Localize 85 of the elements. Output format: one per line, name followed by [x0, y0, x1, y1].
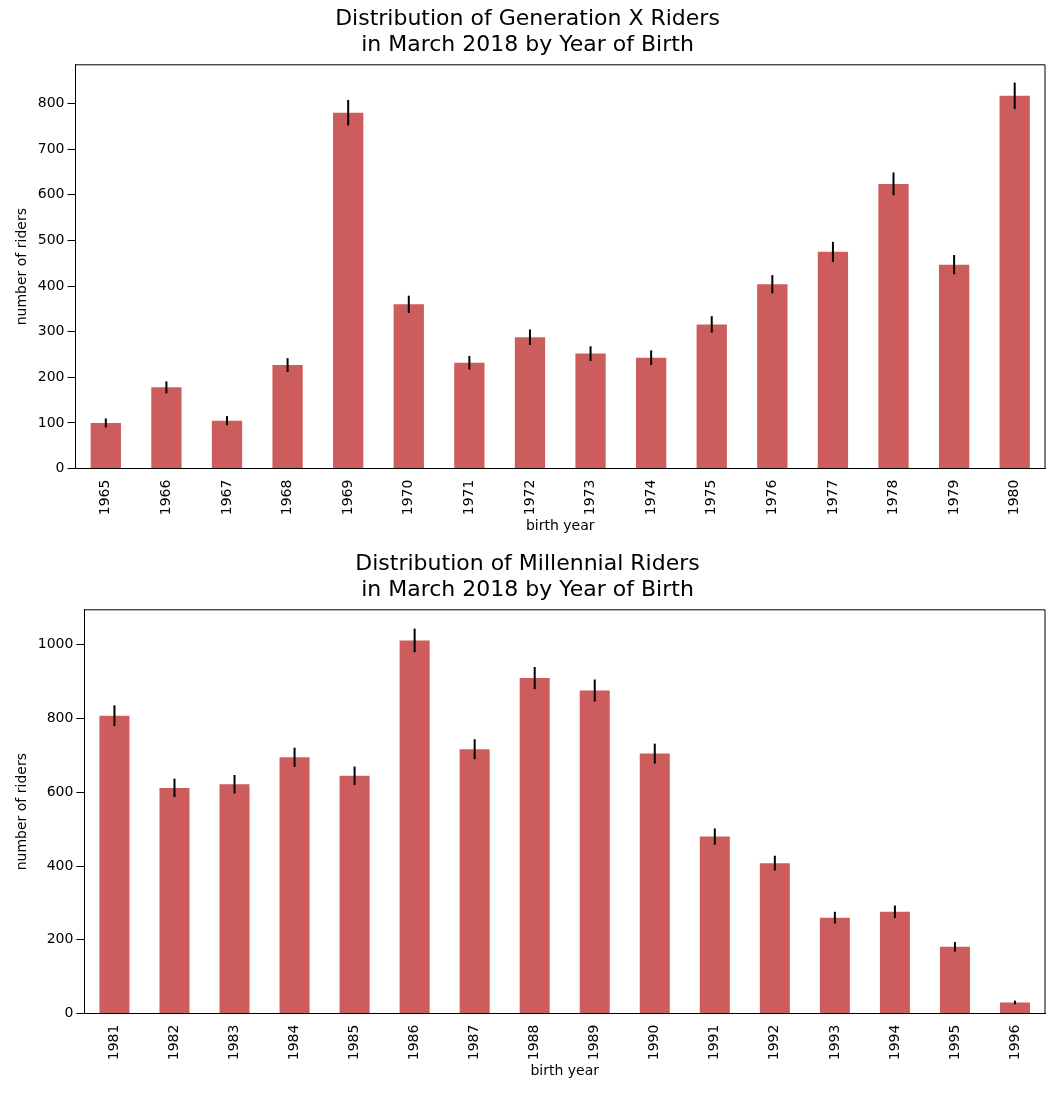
x-tick-label: 1982: [165, 1024, 182, 1061]
y-tick-label: 200: [37, 367, 65, 384]
bar: [272, 365, 303, 469]
x-tick-label: 1984: [285, 1024, 302, 1061]
bar: [699, 836, 730, 1014]
bar: [519, 678, 550, 1014]
y-tick-label: 800: [37, 94, 65, 111]
y-tick-label: 800: [46, 709, 74, 726]
x-tick-label: 1965: [96, 479, 113, 516]
bar: [514, 337, 546, 469]
y-tick-label: 700: [37, 139, 65, 156]
x-tick-label: 1983: [225, 1024, 242, 1061]
bar: [579, 690, 610, 1014]
x-axis-title: birth year: [525, 517, 595, 534]
x-tick-label: 1981: [105, 1024, 122, 1061]
x-tick-label: 1992: [765, 1024, 782, 1061]
bar: [454, 362, 485, 469]
y-tick-label: 500: [37, 231, 65, 248]
x-tick-label: 1969: [338, 479, 355, 516]
x-tick-label: 1987: [465, 1024, 482, 1061]
y-axis-title: number of riders: [13, 208, 30, 326]
bar: [90, 422, 121, 469]
x-tick-label: 1977: [823, 479, 840, 516]
x-tick-label: 1972: [520, 479, 537, 516]
x-tick-label: 1967: [217, 479, 234, 516]
x-tick-label: 1966: [157, 479, 174, 516]
y-tick-label: 400: [37, 276, 65, 293]
bar: [878, 183, 909, 469]
x-tick-label: 1974: [641, 479, 658, 516]
x-tick-label: 1994: [885, 1024, 902, 1061]
y-axis-title: number of riders: [13, 753, 30, 871]
bar: [757, 284, 788, 469]
x-tick-label: 1970: [399, 479, 416, 516]
bar: [219, 784, 250, 1014]
bar: [151, 387, 182, 469]
x-tick-label: 1995: [945, 1024, 962, 1061]
y-tick-label: 300: [37, 322, 65, 339]
x-tick-label: 1978: [884, 479, 901, 516]
bar: [393, 304, 424, 469]
x-tick-label: 1968: [278, 479, 295, 516]
bar: [636, 357, 667, 469]
bar: [879, 911, 910, 1014]
y-tick-label: 600: [37, 185, 65, 202]
bar: [339, 775, 370, 1014]
bar: [759, 863, 790, 1014]
y-tick-label: 0: [55, 459, 65, 476]
bar: [159, 787, 190, 1014]
bar: [99, 715, 130, 1014]
bar: [575, 353, 606, 469]
bar: [999, 95, 1030, 469]
x-tick-label: 1973: [581, 479, 598, 516]
y-tick-label: 100: [37, 413, 65, 430]
bar: [639, 753, 670, 1014]
x-tick-label: 1971: [460, 479, 477, 516]
bar: [399, 640, 430, 1014]
bar: [279, 757, 310, 1014]
bar: [939, 946, 970, 1014]
chart-title: Distribution of Generation X Riders in March 2018 by Year of Birth: [335, 4, 720, 57]
x-tick-label: 1989: [585, 1024, 602, 1061]
chart-title: Distribution of Millennial Riders in March 2018 by Year of Birth: [355, 549, 700, 602]
y-tick-label: 0: [64, 1004, 74, 1021]
x-tick-label: 1979: [944, 479, 961, 516]
bar: [938, 264, 970, 469]
x-tick-label: 1980: [1005, 479, 1022, 516]
x-tick-label: 1990: [645, 1024, 662, 1061]
y-tick-label: 600: [46, 782, 74, 799]
y-tick-label: 200: [46, 930, 74, 947]
x-tick-label: 1976: [762, 479, 779, 516]
bar: [817, 251, 849, 469]
bar: [696, 324, 727, 469]
x-axis-title: birth year: [530, 1062, 600, 1079]
x-tick-label: 1986: [405, 1024, 422, 1061]
x-tick-label: 1985: [345, 1024, 362, 1061]
y-tick-label: 1000: [37, 635, 74, 652]
bar: [211, 420, 243, 469]
x-tick-label: 1988: [525, 1024, 542, 1061]
y-tick-label: 400: [46, 856, 74, 873]
bar: [459, 749, 490, 1014]
bar: [333, 112, 364, 469]
x-tick-label: 1993: [825, 1024, 842, 1061]
x-tick-label: 1991: [705, 1024, 722, 1061]
x-tick-label: 1975: [702, 479, 719, 516]
bar: [999, 1002, 1030, 1014]
x-tick-label: 1996: [1005, 1024, 1022, 1061]
bar: [819, 917, 850, 1014]
